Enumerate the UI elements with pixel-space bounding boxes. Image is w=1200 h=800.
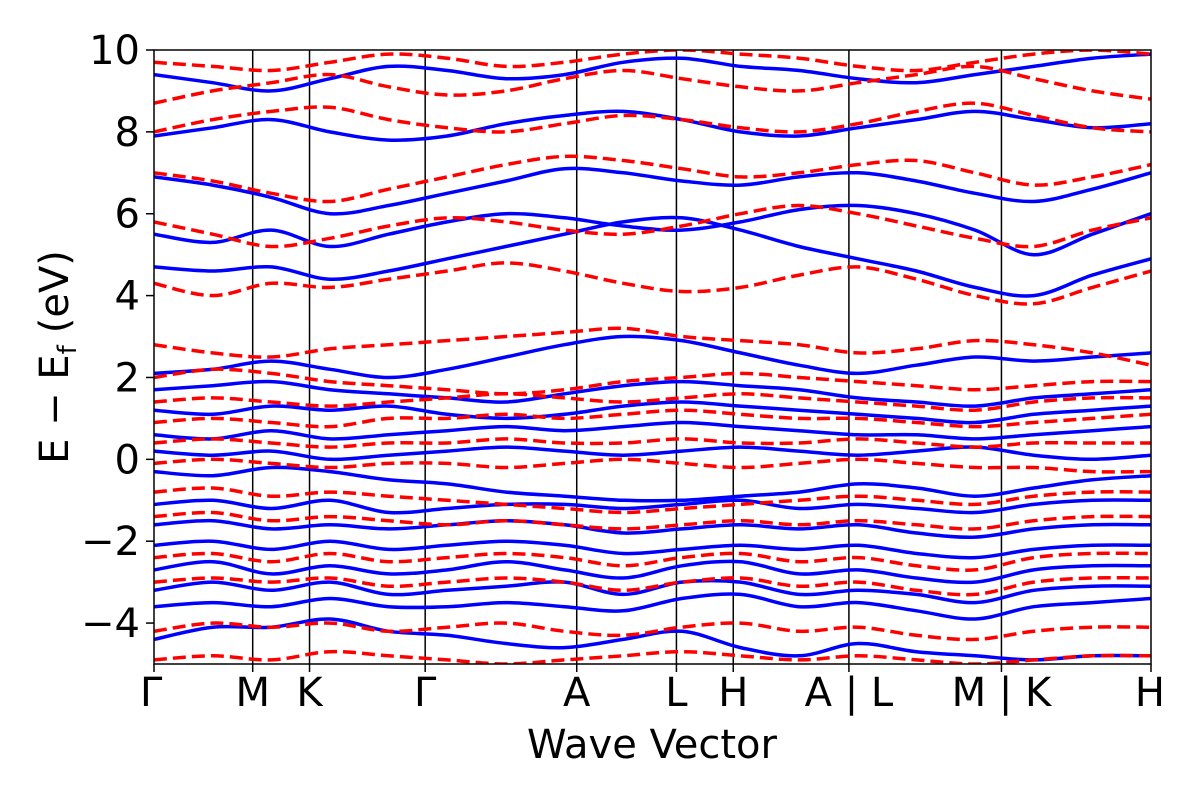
dashed-band-line <box>154 367 1151 396</box>
band-lines <box>154 50 1151 664</box>
x-tick-label: Γ <box>140 670 163 716</box>
x-tick-label: L <box>665 670 688 716</box>
dashed-band-line <box>154 575 1151 597</box>
kpoint-divider-lines <box>251 50 1003 664</box>
x-tick-label: A | L <box>805 670 894 716</box>
y-axis-title-main: E − E <box>32 354 78 464</box>
y-axis-title: E − Ef (eV) <box>32 250 83 464</box>
x-axis-title: Wave Vector <box>527 722 778 768</box>
solid-band-line <box>154 420 1151 441</box>
dashed-band-line <box>154 408 1151 429</box>
solid-band-line <box>154 617 1151 662</box>
x-tick-label: M | K <box>952 670 1053 716</box>
x-tick-label: M <box>235 670 270 716</box>
solid-band-line <box>154 518 1151 539</box>
dashed-band-line <box>154 203 1151 249</box>
solid-band-line <box>154 334 1151 380</box>
y-tick-label: 6 <box>115 192 140 238</box>
dashed-band-line <box>154 486 1151 515</box>
dashed-band-line <box>154 326 1151 367</box>
y-tick-label: 8 <box>115 110 140 156</box>
y-tick-label: 10 <box>89 28 140 74</box>
y-tick-label: −4 <box>81 601 140 647</box>
solid-band-line <box>154 215 1151 298</box>
x-tick-label: Γ <box>414 670 437 716</box>
solid-band-line <box>154 52 1151 93</box>
y-tick-label: −2 <box>81 519 140 565</box>
solid-band-line <box>154 578 1151 605</box>
dashed-band-line <box>154 64 1151 105</box>
x-tick-label: A <box>563 670 591 716</box>
dashed-band-line <box>154 621 1151 642</box>
y-axis: −4 −2 0 2 4 6 8 10 <box>81 28 154 647</box>
solid-band-line <box>154 203 1151 257</box>
dashed-band-line <box>154 510 1151 531</box>
solid-band-line <box>154 465 1151 503</box>
solid-band-line <box>154 109 1151 142</box>
solid-band-line <box>154 498 1151 515</box>
dashed-band-line <box>154 457 1151 474</box>
solid-band-line <box>154 166 1151 216</box>
y-axis-title-subscript: f <box>53 344 83 354</box>
x-tick-label: H <box>1135 670 1165 716</box>
y-axis-title-unit: (eV) <box>32 250 78 333</box>
dashed-band-line <box>154 392 1151 413</box>
dashed-band-line <box>154 551 1151 572</box>
solid-band-line <box>154 559 1151 585</box>
x-tick-label: K <box>296 670 324 716</box>
dashed-band-line <box>154 50 1151 73</box>
y-tick-label: 2 <box>115 355 140 401</box>
dashed-band-line <box>154 154 1151 204</box>
x-tick-label: H <box>718 670 748 716</box>
y-tick-label: 0 <box>115 437 140 483</box>
solid-band-line <box>154 539 1151 560</box>
solid-band-line <box>154 379 1151 408</box>
solid-band-line <box>154 400 1151 425</box>
dashed-band-line <box>154 437 1151 449</box>
plot-frame <box>153 49 1152 665</box>
y-tick-label: 4 <box>115 274 140 320</box>
dashed-band-line <box>154 101 1151 134</box>
dashed-band-line <box>154 261 1151 306</box>
solid-band-line <box>154 592 1151 621</box>
